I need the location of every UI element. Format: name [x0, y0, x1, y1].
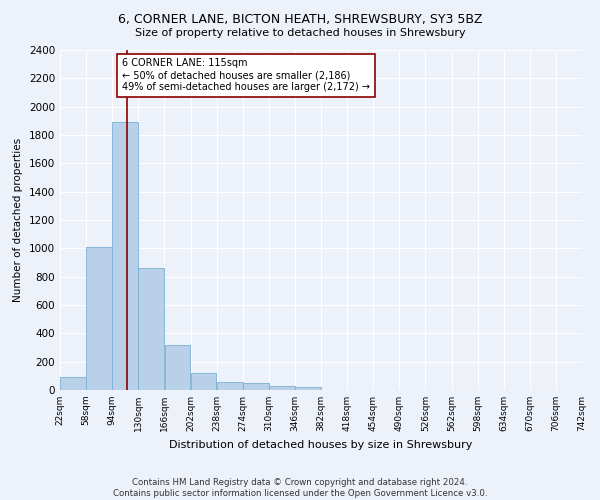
Bar	[269, 386, 295, 390]
Bar	[164, 346, 190, 390]
Bar	[112, 122, 138, 390]
Text: Contains HM Land Registry data © Crown copyright and database right 2024.
Contai: Contains HM Land Registry data © Crown c…	[113, 478, 487, 498]
Bar	[295, 387, 321, 390]
Bar	[243, 383, 269, 390]
X-axis label: Distribution of detached houses by size in Shrewsbury: Distribution of detached houses by size …	[169, 440, 473, 450]
Y-axis label: Number of detached properties: Number of detached properties	[13, 138, 23, 302]
Bar	[191, 373, 217, 390]
Bar	[60, 377, 86, 390]
Text: Size of property relative to detached houses in Shrewsbury: Size of property relative to detached ho…	[134, 28, 466, 38]
Bar	[86, 247, 112, 390]
Text: 6, CORNER LANE, BICTON HEATH, SHREWSBURY, SY3 5BZ: 6, CORNER LANE, BICTON HEATH, SHREWSBURY…	[118, 12, 482, 26]
Bar	[217, 382, 242, 390]
Text: 6 CORNER LANE: 115sqm
← 50% of detached houses are smaller (2,186)
49% of semi-d: 6 CORNER LANE: 115sqm ← 50% of detached …	[122, 58, 370, 92]
Bar	[139, 268, 164, 390]
